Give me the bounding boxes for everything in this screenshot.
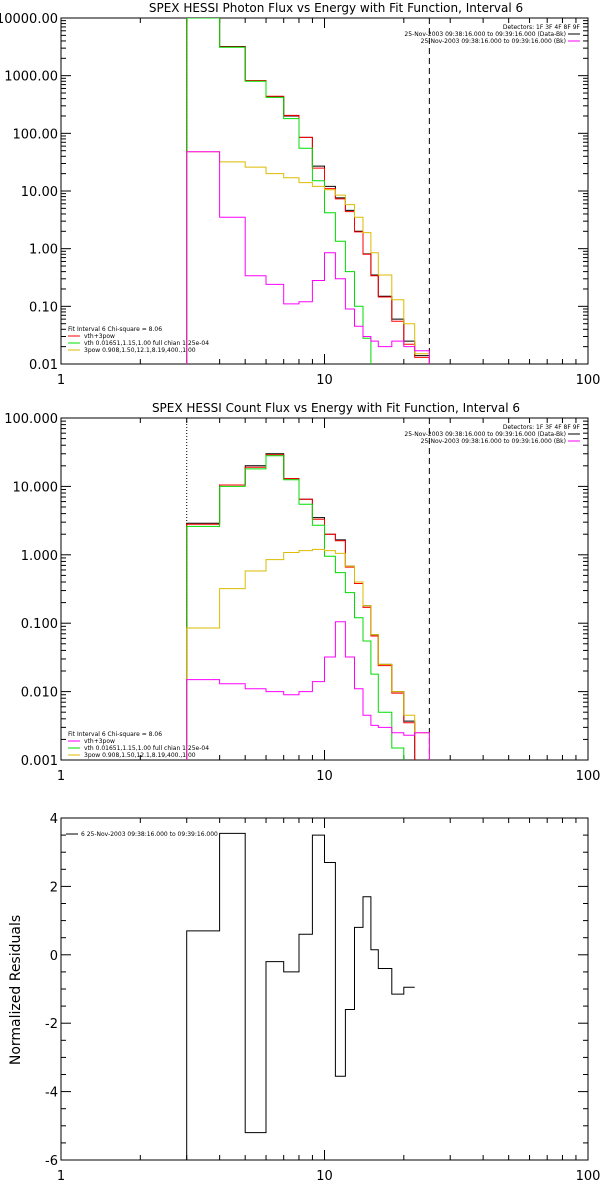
- photon-y-tick-label: 0.10: [29, 300, 58, 315]
- count-series-data: [186, 453, 416, 760]
- residuals-y-tick-label: -4: [45, 1086, 58, 1101]
- count-series-power-law: [186, 548, 430, 760]
- photon-data-bk-label: 25-Nov-2003 09:38:16.000 to 09:39:16.000…: [404, 31, 566, 38]
- residuals-y-axis-label: Normalized Residuals: [8, 915, 24, 1065]
- photon-x-tick-label: 100: [576, 373, 600, 388]
- count-flux-panel: SPEX HESSI Count Flux vs Energy with Fit…: [4, 401, 600, 784]
- count-series-model-total: [186, 454, 416, 760]
- count-y-tick-label: 0.100: [21, 617, 58, 632]
- photon-legend-label-thermal: vth 0.01651,1.15,1.00 full chian 1.25e-0…: [84, 340, 209, 347]
- photon-y-tick-label: 10000.00: [0, 12, 58, 27]
- photon-detectors-label: Detectors: 1F 3F 4F 8F 9F: [503, 24, 581, 31]
- count-data-bk-label: 25-Nov-2003 09:38:16.000 to 09:39:16.000…: [404, 431, 566, 438]
- count-flux-title: SPEX HESSI Count Flux vs Energy with Fit…: [152, 401, 520, 415]
- photon-series-power-law: [186, 151, 430, 364]
- count-series-background: [186, 621, 430, 760]
- photon-fit-chisq-label: Fit Interval 6 Chi-square = 8.06: [68, 326, 162, 333]
- count-legend-label-thermal: vth 0.01651,1.15,1.00 full chian 1.25e-0…: [84, 745, 209, 752]
- photon-y-tick-label: 1.00: [29, 243, 58, 258]
- count-bk-label: 25-Nov-2003 09:38:16.000 to 09:39:16.000…: [421, 438, 566, 445]
- residuals-series-residuals: [186, 832, 415, 1160]
- residuals-panel: Normalized Residuals 6 25-Nov-2003 09:38…: [8, 812, 600, 1184]
- photon-flux-panel: SPEX HESSI Photon Flux vs Energy with Fi…: [0, 1, 600, 388]
- photon-legend-label-total: vth+3pow: [84, 333, 115, 340]
- photon-y-tick-label: 10.00: [21, 185, 58, 200]
- photon-y-tick-label: 0.01: [29, 358, 58, 373]
- residuals-y-tick-label: -6: [45, 1154, 58, 1169]
- count-axes-frame: [60, 417, 589, 761]
- count-y-tick-label: 0.001: [21, 754, 58, 769]
- residuals-x-tick-label: 1: [57, 1169, 65, 1184]
- count-series-thermal: [186, 455, 405, 760]
- photon-bk-label: 25-Nov-2003 09:38:16.000 to 09:39:16.000…: [421, 38, 566, 45]
- residuals-y-tick-label: 2: [50, 880, 58, 895]
- count-x-tick-label: 10: [316, 769, 333, 784]
- photon-series-background: [186, 151, 430, 364]
- photon-flux-title: SPEX HESSI Photon Flux vs Energy with Fi…: [149, 1, 523, 15]
- photon-x-tick-label: 10: [316, 373, 333, 388]
- count-y-tick-label: 0.010: [21, 686, 58, 701]
- residuals-legend-label: 6 25-Nov-2003 09:38:16.000 to 09:39:16.0…: [81, 831, 218, 838]
- photon-series-thermal: [186, 18, 372, 364]
- photon-legend-label-powerlaw: 3pow 0.908,1.50,12.1,8.19,400.,1.00: [84, 347, 196, 354]
- photon-series-model-total: [186, 18, 430, 364]
- photon-y-tick-label: 100.00: [13, 127, 59, 142]
- photon-y-tick-label: 1000.00: [4, 70, 58, 85]
- count-y-tick-label: 10.000: [13, 480, 59, 495]
- count-x-tick-label: 100: [576, 769, 600, 784]
- residuals-x-tick-label: 100: [576, 1169, 600, 1184]
- count-legend-label-total: vth+3pow: [84, 738, 115, 745]
- residuals-y-tick-label: 0: [50, 949, 58, 964]
- residuals-axes-frame: [60, 817, 589, 1161]
- count-fit-chisq-label: Fit Interval 6 Chi-square = 8.06: [68, 731, 162, 738]
- photon-x-tick-label: 1: [57, 373, 65, 388]
- count-detectors-label: Detectors: 1F 3F 4F 8F 9F: [503, 424, 581, 431]
- residuals-x-tick-label: 10: [316, 1169, 333, 1184]
- count-y-tick-label: 100.000: [4, 412, 58, 427]
- residuals-y-tick-label: 4: [50, 812, 58, 827]
- residuals-y-tick-label: -2: [45, 1017, 58, 1032]
- count-x-tick-label: 1: [57, 769, 65, 784]
- count-y-tick-label: 1.000: [21, 549, 58, 564]
